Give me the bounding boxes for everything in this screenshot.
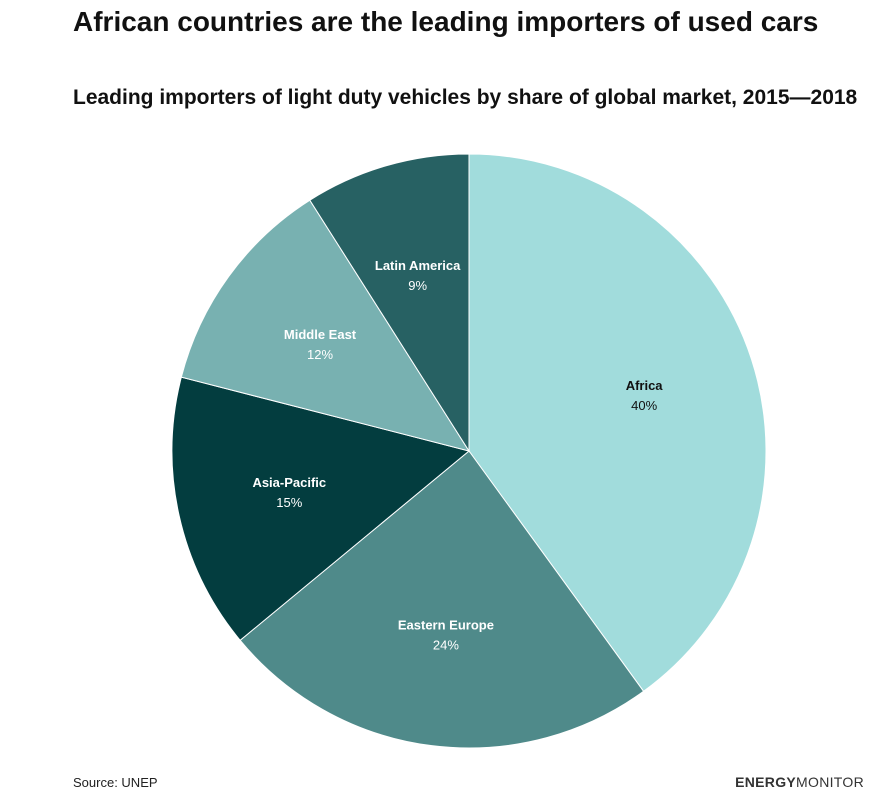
logo-word-energy: ENERGY xyxy=(735,774,797,790)
source-note: Source: UNEP xyxy=(73,775,158,790)
slice-value-middle-east: 12% xyxy=(307,347,333,362)
logo-word-monitor: MONITOR xyxy=(796,774,864,790)
pie-slice-latin-america xyxy=(309,153,470,453)
pie-labels: Africa 40% Eastern Europe 24% Asia-Pacific 15… xyxy=(252,258,663,653)
pie-slice-eastern-europe xyxy=(239,450,645,749)
pie-slice-africa xyxy=(468,153,767,692)
pie-slice-middle-east xyxy=(180,199,471,452)
pie-slices xyxy=(171,153,767,749)
chart-title: African countries are the leading import… xyxy=(73,6,819,37)
slice-label-africa: Africa xyxy=(626,378,664,393)
slice-label-middle-east: Middle East xyxy=(284,327,357,342)
slice-label-asia-pacific: Asia-Pacific xyxy=(252,475,326,490)
energy-monitor-logo: ENERGYMONITOR xyxy=(735,774,864,790)
slice-value-asia-pacific: 15% xyxy=(276,495,302,510)
slice-value-africa: 40% xyxy=(631,398,657,413)
slice-label-eastern-europe: Eastern Europe xyxy=(398,618,494,633)
chart-subtitle: Leading importers of light duty vehicles… xyxy=(73,86,858,109)
pie-slice-asia-pacific xyxy=(171,376,471,642)
slice-label-latin-america: Latin America xyxy=(375,258,461,273)
slice-value-latin-america: 9% xyxy=(408,278,427,293)
slice-value-eastern-europe: 24% xyxy=(433,638,459,653)
